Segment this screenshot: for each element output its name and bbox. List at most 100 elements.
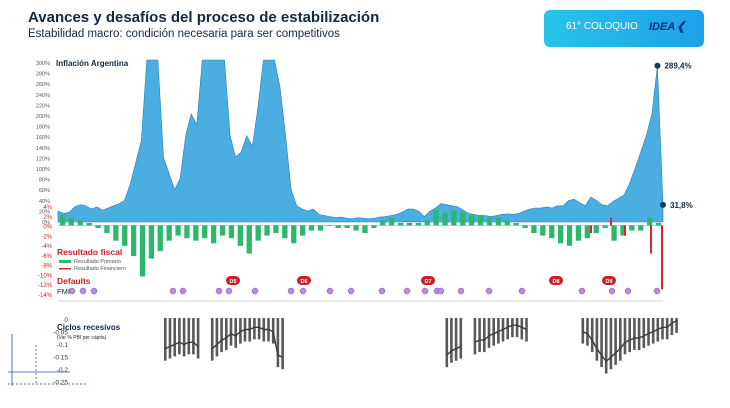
primary-bar	[68, 217, 74, 226]
financial-bar	[624, 225, 626, 236]
fmi-marker	[403, 287, 411, 295]
fiscal-y-tick: -4%	[41, 244, 52, 250]
primary-bar	[531, 225, 537, 234]
primary-bar	[211, 225, 217, 244]
primary-bar	[59, 215, 66, 226]
cycle-bar	[600, 318, 603, 368]
financial-bar	[650, 225, 652, 254]
cycle-bar	[281, 318, 284, 370]
primary-bar	[344, 225, 350, 228]
inflation-y-tick: 0%	[42, 220, 50, 226]
idea-logo: IDEA❮	[649, 21, 686, 33]
primary-bar	[397, 222, 404, 226]
fmi-title: FMI	[57, 287, 70, 296]
primary-bar	[131, 225, 137, 257]
default-badge	[421, 276, 435, 285]
cycle-bar	[182, 318, 186, 357]
fmi-marker	[518, 287, 526, 295]
fmi-marker	[457, 287, 465, 295]
cycle-bar	[257, 318, 261, 340]
primary-bar	[558, 225, 564, 244]
cycle-bar	[459, 318, 463, 359]
primary-bar	[353, 225, 359, 231]
cycle-bar	[478, 318, 481, 353]
primary-bar	[522, 225, 528, 228]
cycle-trend-line	[474, 324, 527, 343]
cycle-bar	[623, 318, 627, 355]
primary-bar	[504, 220, 510, 226]
primary-bar	[389, 217, 395, 226]
primary-bar	[433, 210, 439, 226]
cycle-bar	[590, 318, 594, 353]
cycle-bar	[234, 318, 237, 348]
primary-bar	[460, 212, 466, 226]
fiscal-title: Resultado fiscal	[57, 247, 122, 257]
cycles-y-tick: 0	[64, 317, 68, 324]
primary-bar	[264, 225, 270, 236]
default-badge-label: D6	[300, 279, 307, 285]
primary-bar	[86, 222, 92, 226]
cycle-bar	[225, 318, 228, 350]
default-badge-label: D8	[552, 279, 559, 285]
cycle-bar	[520, 318, 524, 340]
inflation-title: Inflación Argentina	[56, 59, 129, 68]
cycle-bar	[515, 318, 519, 338]
inflation-y-tick: 260%	[36, 82, 50, 88]
cycle-bar	[473, 318, 477, 355]
defaults-title: Defaults	[57, 276, 91, 286]
fmi-marker	[437, 287, 445, 295]
primary-bar	[424, 220, 430, 226]
legend-financial-label: Resultado Financiero	[74, 266, 126, 272]
event-badge: 61° COLOQUIO IDEA❮	[544, 10, 704, 47]
primary-bar	[655, 222, 662, 226]
fmi-marker	[624, 287, 632, 295]
inflation-y-tick: 140%	[36, 146, 50, 152]
primary-bar	[638, 225, 644, 231]
inflation-annotation: 289,4%	[664, 62, 691, 71]
fmi-marker	[608, 287, 616, 295]
primary-bar	[113, 225, 119, 241]
fmi-marker	[68, 287, 76, 295]
fiscal-y-tick: -2%	[41, 234, 52, 240]
primary-bar	[246, 225, 252, 254]
financial-bar	[610, 217, 612, 226]
primary-bar	[255, 225, 261, 241]
inflation-y-tick: 100%	[36, 167, 50, 173]
primary-bar	[442, 212, 448, 226]
cycles-title: Ciclos recesivos	[57, 323, 121, 332]
inflation-y-tick: 220%	[36, 103, 50, 109]
fmi-marker	[179, 287, 187, 295]
cycles-y-tick: -0.25	[53, 380, 68, 387]
primary-bar	[122, 225, 128, 246]
primary-bar	[575, 225, 582, 241]
cycle-trend-line	[446, 345, 462, 356]
legend-primary-label: Resultado Primario	[74, 259, 121, 265]
default-badge	[297, 276, 311, 285]
cycle-bar	[229, 318, 233, 346]
legend-primary-swatch	[59, 260, 71, 263]
primary-bar	[380, 220, 386, 226]
fiscal-y-tick: -10%	[38, 273, 53, 279]
inflation-annotation: 31,8%	[670, 201, 693, 210]
inflation-y-tick: 160%	[36, 135, 50, 141]
primary-bar	[335, 225, 341, 228]
inflation-area	[57, 59, 664, 223]
primary-bar	[282, 225, 288, 239]
primary-bar	[584, 225, 590, 239]
cycle-bar	[642, 318, 646, 348]
cycle-bar	[492, 318, 495, 346]
primary-bar	[549, 225, 555, 239]
primary-bar	[540, 225, 546, 236]
fiscal-y-tick: 0%	[43, 225, 52, 231]
fiscal-y-tick: 4%	[43, 205, 52, 211]
cycle-bar	[595, 318, 599, 361]
primary-bar	[406, 222, 413, 226]
inflation-y-tick: 60%	[39, 188, 50, 194]
inflation-y-tick: 120%	[36, 156, 50, 162]
cycle-bar	[637, 318, 641, 350]
financial-bar	[661, 225, 663, 290]
inflation-y-tick: 20%	[39, 209, 50, 215]
cycle-bar	[164, 318, 167, 361]
cycle-bar	[215, 318, 219, 357]
primary-bar	[219, 225, 226, 236]
